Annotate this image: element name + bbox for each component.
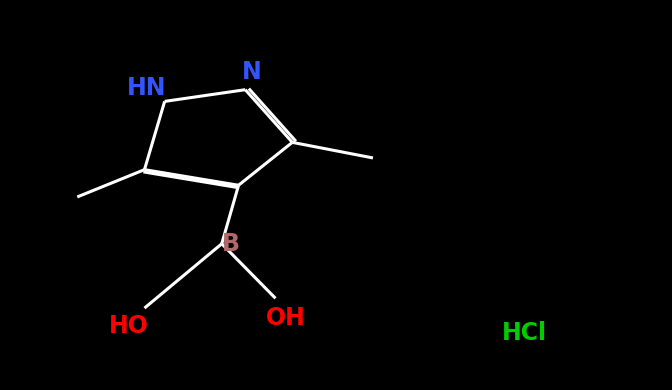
Text: HN: HN	[127, 76, 166, 100]
Text: HCl: HCl	[501, 321, 547, 346]
Text: HO: HO	[109, 314, 149, 338]
Text: B: B	[222, 232, 239, 256]
Text: OH: OH	[265, 306, 306, 330]
Text: N: N	[242, 60, 262, 84]
